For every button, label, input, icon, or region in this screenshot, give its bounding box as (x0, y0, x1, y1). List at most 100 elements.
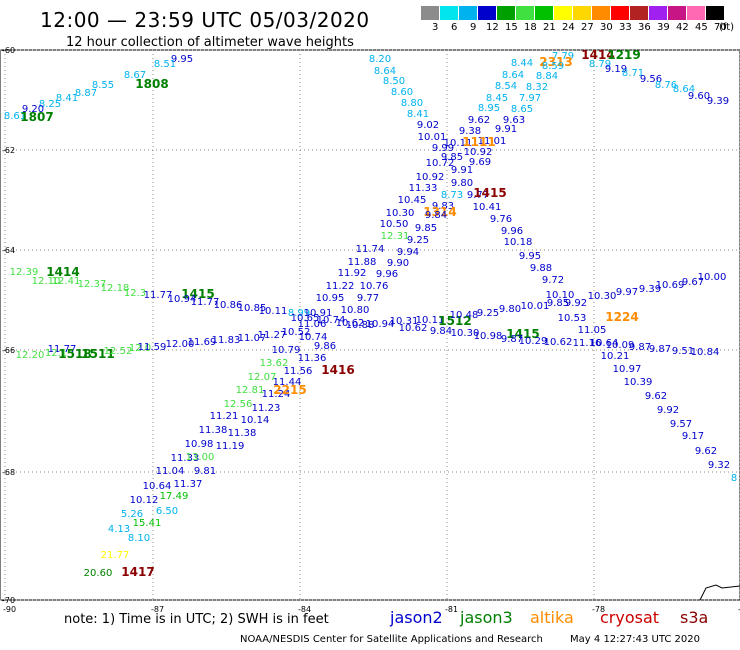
wave-height-label: 8.79 (589, 59, 611, 70)
wave-height-label: 12.20 (16, 350, 45, 361)
wave-height-label: 9.87 (501, 334, 523, 345)
scale-unit-label: (ft) (719, 22, 735, 33)
wave-height-label: 11.27 (258, 330, 287, 341)
wave-height-label: 11.44 (273, 377, 302, 388)
scale-tick-label: 39 (657, 22, 670, 33)
lon-label: -84 (298, 605, 311, 614)
legend-cryosat: cryosat (600, 608, 660, 627)
wave-height-label: 10.39 (624, 377, 653, 388)
map-frame (0, 49, 740, 601)
wave-height-label: 8.51 (154, 59, 176, 70)
wave-height-label: 10.21 (601, 351, 630, 362)
color-scale-labels: 3 6 9 12 15 18 21 24 27 30 33 36 39 42 45 70 (ft) (421, 20, 740, 34)
wave-height-label: 9.02 (417, 120, 439, 131)
wave-height-label: 9.38 (459, 126, 481, 137)
wave-height-label: 9.84 (430, 326, 452, 337)
wave-height-label: 12.37 (78, 279, 107, 290)
lon-label: -90 (3, 605, 16, 614)
wave-height-label: 7.79 (552, 51, 574, 62)
wave-height-label: 10.11 (416, 315, 445, 326)
wave-height-label: 10.80 (341, 305, 370, 316)
wave-height-label: 9.87 (649, 344, 671, 355)
wave-height-label: 10.52 (282, 327, 311, 338)
wave-height-label: 9.91 (451, 165, 473, 176)
wave-height-label: 10.50 (380, 219, 409, 230)
wave-height-label: 11.19 (216, 441, 245, 452)
wave-height-label: 10.53 (558, 313, 587, 324)
wave-height-label: 10.11 (259, 306, 288, 317)
wave-height-label: 11.01 (478, 136, 507, 147)
wave-height-label: 5.26 (121, 509, 143, 520)
wave-height-label: 11.23 (252, 403, 281, 414)
wave-height-label: 9.86 (314, 341, 336, 352)
color-scale-swatches (421, 6, 740, 20)
wave-height-label: 10.01 (418, 132, 447, 143)
wave-height-label: 10.91 (304, 308, 333, 319)
wave-height-label: 11.33 (409, 183, 438, 194)
wave-height-label: 10.92 (416, 172, 445, 183)
pass-time-label: 1808 (135, 77, 168, 91)
wave-height-label: 9.25 (477, 308, 499, 319)
wave-height-label: 9.57 (670, 419, 692, 430)
wave-height-label: 11.77 (191, 297, 220, 308)
note-text: note: 1) Time is in UTC; 2) SWH is in fe… (64, 612, 329, 627)
scale-swatch (478, 6, 497, 20)
wave-height-label: 8.60 (391, 87, 413, 98)
wave-height-label: 9.85 (547, 298, 569, 309)
wave-height-label: 12.07 (248, 372, 277, 383)
scale-tick-label: 9 (470, 22, 477, 33)
wave-height-label: 9.56 (640, 74, 662, 85)
wave-height-label: 10.29 (519, 336, 548, 347)
wave-height-label: 8.65 (511, 104, 533, 115)
pass-time-label: 1416 (321, 363, 354, 377)
wave-height-label: 10.65 (291, 313, 320, 324)
wave-height-label: 9.81 (194, 466, 216, 477)
wave-height-label: 12.0 (129, 343, 151, 354)
wave-height-label: 8.95 (478, 103, 500, 114)
scale-tick-label: 21 (543, 22, 556, 33)
wave-height-label: 9.84 (425, 210, 447, 221)
wave-height-label: 12.00 (166, 339, 195, 350)
wave-height-label: 9.20 (22, 104, 44, 115)
wave-height-label: 9.88 (530, 263, 552, 274)
scale-swatch (497, 6, 516, 20)
scale-tick-label: 15 (505, 22, 518, 33)
wave-height-label: 9.51 (672, 346, 694, 357)
wave-height-label: 11.77 (144, 290, 173, 301)
scale-swatch (440, 6, 459, 20)
lat-label: -62 (2, 146, 15, 155)
wave-height-label: 8.44 (511, 58, 533, 69)
wave-height-label: 13.00 (186, 452, 215, 463)
pass-time-label: 1415 (506, 327, 539, 341)
map-grid (0, 49, 740, 601)
wave-height-label: 10.01 (521, 301, 550, 312)
wave-height-label: 9.91 (495, 124, 517, 135)
wave-height-label: 11.21 (210, 411, 239, 422)
scale-swatch (554, 6, 573, 20)
scale-tick-label: 12 (486, 22, 499, 33)
wave-height-label: 8.50 (383, 76, 405, 87)
lat-label: -60 (2, 46, 15, 55)
pass-time-label: 1518 (58, 347, 91, 361)
wave-height-label: 9.39 (707, 96, 729, 107)
lat-label: -68 (2, 468, 15, 477)
wave-height-label: 8.73 (441, 190, 463, 201)
wave-height-label: 12.56 (224, 399, 253, 410)
wave-height-label: 9.62 (468, 115, 490, 126)
wave-height-label: 10.69 (656, 280, 685, 291)
wave-height-label: 8.59 (542, 61, 564, 72)
wave-height-label: 9.97 (616, 287, 638, 298)
wave-height-label: 10.62 (544, 337, 573, 348)
observation-labels: 9.958.518.678.558.878.418.259.208.611808… (4, 48, 737, 579)
wave-height-label: 8.54 (495, 81, 517, 92)
wave-height-label: 4.13 (108, 524, 130, 535)
wave-height-label: 12.10 (32, 276, 61, 287)
wave-height-label: 10.64 (143, 481, 172, 492)
scale-swatch (706, 6, 725, 20)
lat-label: -66 (2, 346, 15, 355)
wave-height-label: 11.69 (188, 337, 217, 348)
scale-swatch (611, 6, 630, 20)
lat-label: -64 (2, 246, 15, 255)
lon-label: -81 (445, 605, 458, 614)
